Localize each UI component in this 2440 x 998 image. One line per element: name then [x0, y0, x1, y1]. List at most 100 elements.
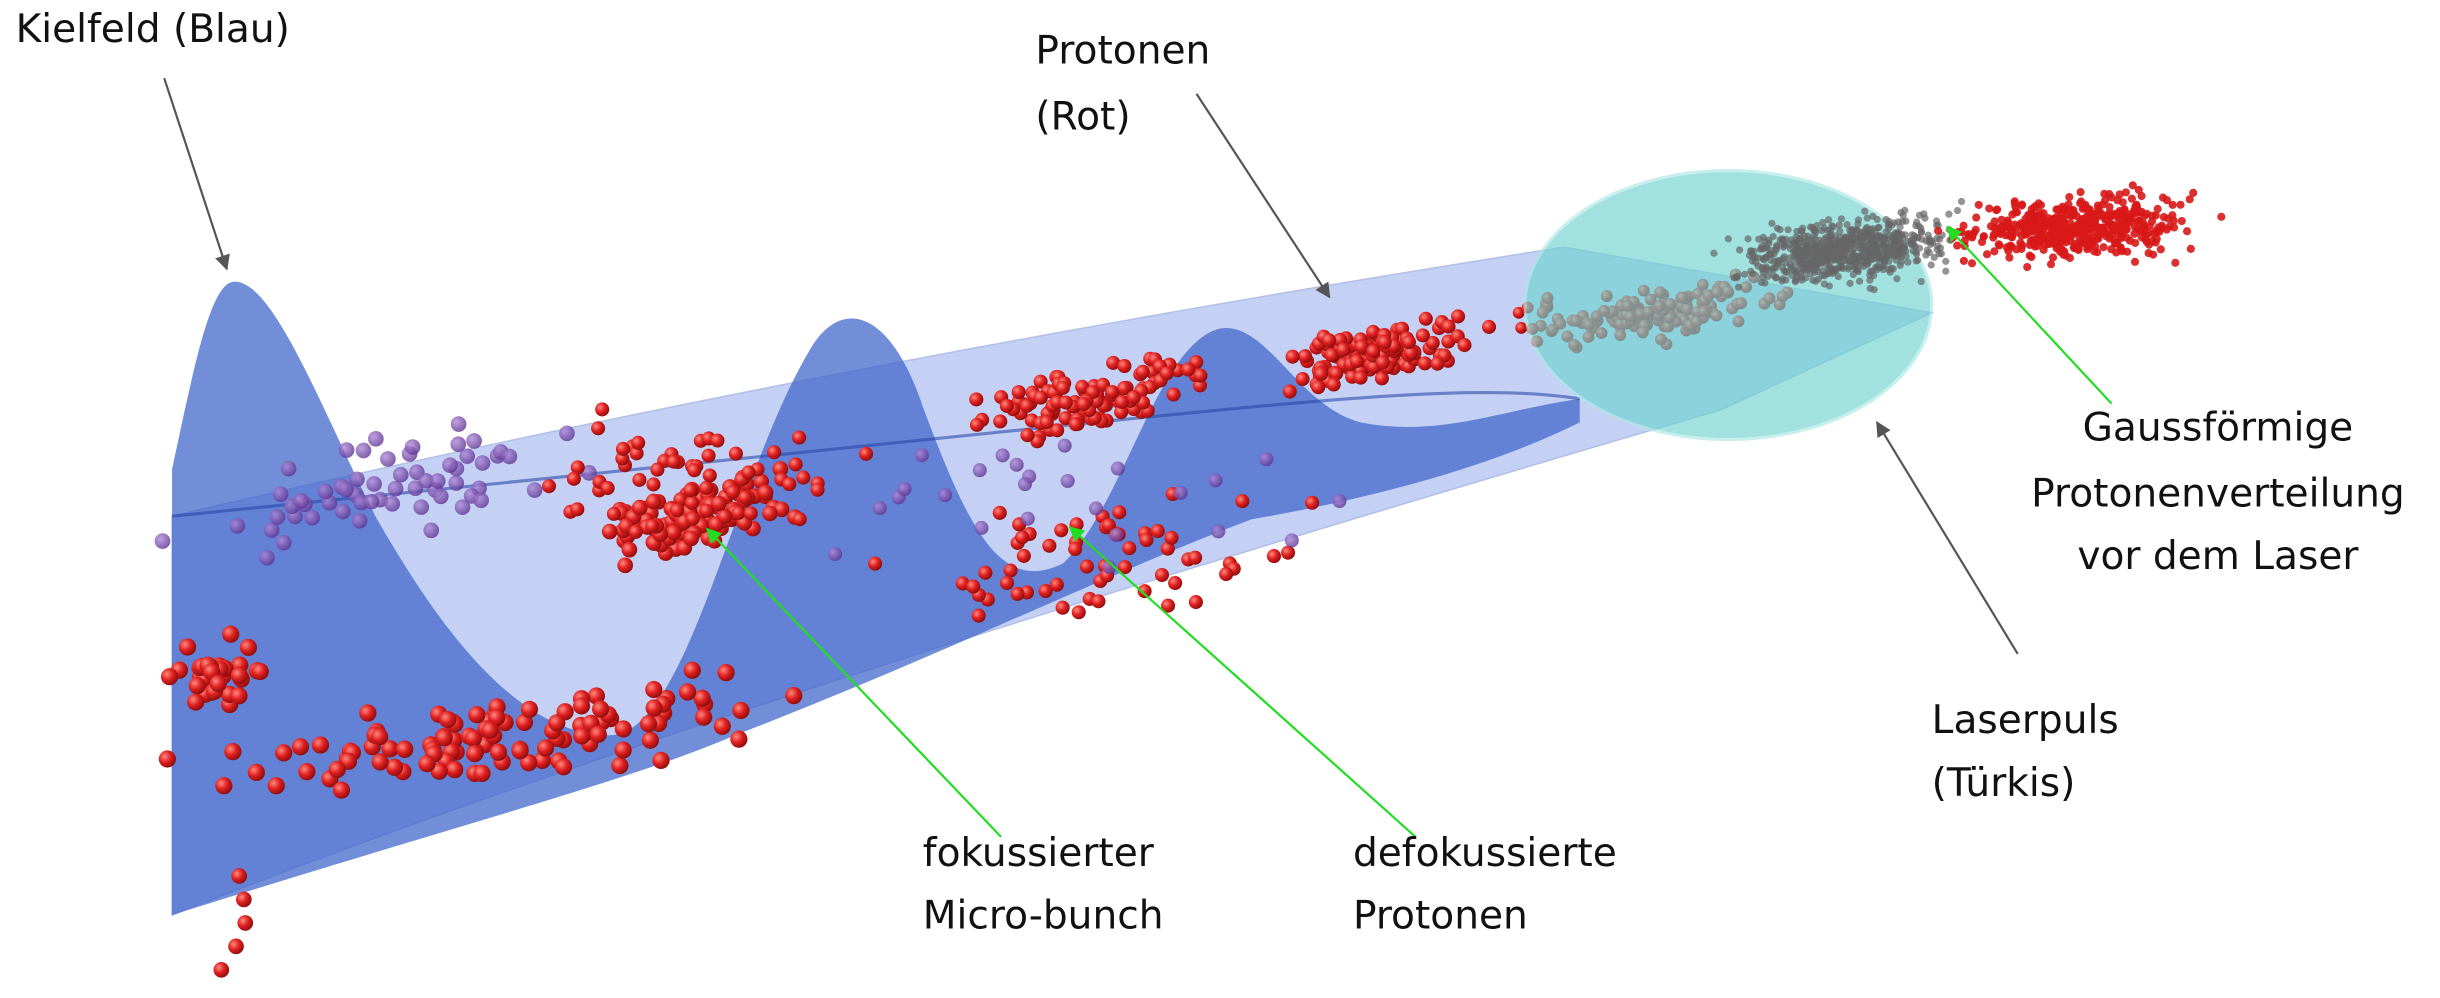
particle [1800, 239, 1807, 246]
particle [1151, 524, 1165, 538]
particle [423, 522, 439, 538]
particle [726, 485, 740, 499]
particle [1267, 549, 1281, 563]
particle [436, 729, 453, 746]
particle [502, 449, 518, 465]
particle [1378, 335, 1392, 349]
particle [640, 715, 657, 732]
particle [276, 535, 292, 551]
particle [1937, 244, 1944, 251]
particle [915, 448, 929, 462]
particle [1761, 279, 1768, 286]
particle [1828, 243, 1835, 250]
particle [1838, 215, 1845, 222]
particle [1983, 250, 1991, 258]
particle [969, 392, 983, 406]
particle [2031, 242, 2039, 250]
particle [455, 499, 471, 515]
particle [490, 744, 507, 761]
particle [384, 496, 400, 512]
particle [371, 753, 388, 770]
particle [873, 501, 887, 515]
particle [2032, 213, 2040, 221]
particle [433, 489, 449, 505]
particle [273, 486, 289, 502]
particle [897, 482, 911, 496]
particle [511, 742, 528, 759]
particle [356, 443, 372, 459]
particle [1934, 227, 1942, 235]
particle [2051, 235, 2059, 243]
particle [1077, 397, 1091, 411]
particle [789, 457, 803, 471]
particle [1235, 494, 1249, 508]
particle [1820, 253, 1827, 260]
particle [1953, 242, 1961, 250]
particle [338, 482, 354, 498]
particle [1863, 224, 1870, 231]
particle [2016, 239, 2024, 247]
particle [646, 477, 660, 491]
particle [446, 761, 463, 778]
particle [1188, 551, 1202, 565]
particle [738, 490, 752, 504]
particle [731, 506, 745, 520]
particle [2105, 234, 2113, 242]
particle [2101, 196, 2109, 204]
particle [366, 476, 382, 492]
particle [632, 500, 648, 516]
particle [1838, 263, 1845, 270]
particle [645, 681, 662, 698]
particle [380, 451, 396, 467]
particle [527, 482, 543, 498]
particle [1768, 220, 1775, 227]
particle [652, 752, 669, 769]
particle [465, 730, 482, 747]
particle [782, 477, 796, 491]
particle [2023, 263, 2031, 271]
particle [1296, 372, 1310, 386]
particle [601, 481, 615, 495]
particle [450, 436, 466, 452]
particle [611, 757, 628, 774]
arrow [1070, 527, 1416, 837]
particle [2054, 213, 2062, 221]
particle [189, 677, 206, 694]
particle [993, 506, 1007, 520]
particle [1298, 349, 1312, 363]
particle [1814, 246, 1821, 253]
particle [650, 463, 664, 477]
particle [1457, 338, 1471, 352]
particle [1826, 264, 1833, 271]
particle [2000, 223, 2008, 231]
particle [1761, 237, 1768, 244]
particle [2062, 229, 2070, 237]
particle [2121, 214, 2129, 222]
particle [1283, 384, 1297, 398]
particle [2070, 209, 2078, 217]
particle [1812, 278, 1819, 285]
particle [1887, 249, 1894, 256]
particle [1286, 350, 1300, 364]
particle [602, 524, 618, 540]
particle [475, 455, 491, 471]
particle [224, 743, 241, 760]
particle [710, 433, 724, 447]
particle [1068, 542, 1082, 556]
particle [570, 502, 584, 516]
particle [393, 467, 409, 483]
particle [2163, 196, 2171, 204]
particle [1819, 219, 1826, 226]
particle [1918, 278, 1925, 285]
particle [1735, 284, 1742, 291]
particle [767, 445, 781, 459]
label: vor dem Laser [2077, 534, 2359, 579]
particle [1763, 265, 1770, 272]
particle [2171, 259, 2179, 267]
particle [2158, 224, 2166, 232]
particle [318, 484, 334, 500]
particle [974, 521, 988, 535]
particle [1109, 528, 1123, 542]
particle [2108, 221, 2116, 229]
particle [642, 732, 659, 749]
